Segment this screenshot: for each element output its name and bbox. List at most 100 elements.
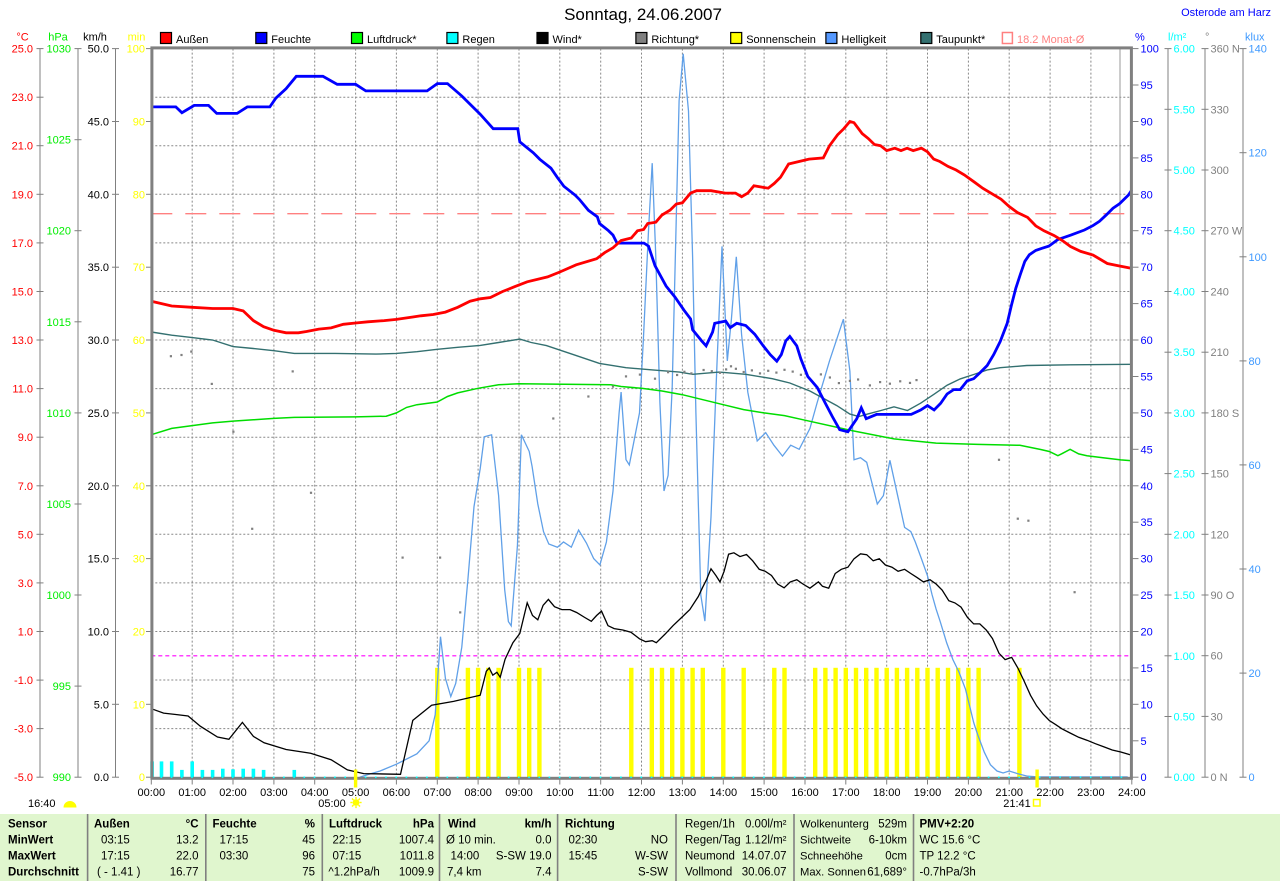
svg-text:5.50: 5.50: [1174, 104, 1195, 116]
svg-text:00:00: 00:00: [138, 787, 166, 799]
svg-text:45: 45: [1141, 444, 1153, 456]
svg-text:6-10km: 6-10km: [869, 835, 907, 847]
svg-text:11.0: 11.0: [12, 384, 33, 396]
svg-text:7.0: 7.0: [18, 481, 33, 493]
svg-text:Vollmond: Vollmond: [685, 867, 732, 879]
svg-text:PMV+2:20: PMV+2:20: [920, 819, 975, 831]
svg-text:°: °: [1205, 32, 1209, 44]
svg-text:1020: 1020: [47, 226, 71, 238]
svg-text:km/h: km/h: [83, 32, 107, 44]
svg-text:100: 100: [1141, 44, 1159, 56]
svg-text:1.00: 1.00: [1174, 651, 1195, 663]
svg-text:1015: 1015: [47, 317, 71, 329]
svg-text:01:00: 01:00: [178, 787, 206, 799]
svg-text:80: 80: [1141, 189, 1153, 201]
svg-text:14:00: 14:00: [710, 787, 738, 799]
svg-text:75: 75: [302, 867, 315, 879]
svg-text:60: 60: [1249, 460, 1261, 472]
svg-text:70: 70: [133, 262, 145, 274]
svg-text:1005: 1005: [47, 499, 71, 511]
svg-text:990: 990: [53, 772, 71, 784]
svg-text:20:00: 20:00: [955, 787, 983, 799]
svg-text:13.0: 13.0: [12, 335, 33, 347]
svg-text:1009.9: 1009.9: [399, 867, 434, 879]
svg-text:60: 60: [133, 335, 145, 347]
svg-text:50: 50: [1141, 408, 1153, 420]
svg-text:14:00: 14:00: [451, 851, 480, 863]
svg-text:75: 75: [1141, 226, 1153, 238]
svg-text:24:00: 24:00: [1118, 787, 1146, 799]
svg-text:Regen/Tag: Regen/Tag: [685, 835, 741, 847]
svg-text:50.0: 50.0: [88, 44, 109, 56]
svg-text:15:00: 15:00: [750, 787, 778, 799]
svg-text:80: 80: [1249, 356, 1261, 368]
svg-text:60: 60: [1211, 651, 1223, 663]
svg-text:80: 80: [133, 189, 145, 201]
svg-text:270 W: 270 W: [1211, 226, 1243, 238]
svg-text:Richtung: Richtung: [565, 819, 615, 831]
svg-text:Helligkeit: Helligkeit: [841, 34, 886, 46]
svg-text:-5.0: -5.0: [14, 772, 33, 784]
svg-text:MaxWert: MaxWert: [8, 851, 56, 863]
svg-text:330: 330: [1211, 104, 1229, 116]
svg-text:45.0: 45.0: [88, 117, 109, 129]
svg-text:120: 120: [1211, 529, 1229, 541]
svg-text:90: 90: [133, 117, 145, 129]
svg-text:5.0: 5.0: [18, 529, 33, 541]
svg-text:100: 100: [127, 44, 145, 56]
svg-text:4.50: 4.50: [1174, 226, 1195, 238]
svg-text:19.0: 19.0: [12, 189, 33, 201]
svg-text:05:00: 05:00: [318, 798, 346, 810]
svg-text:1010: 1010: [47, 408, 71, 420]
svg-text:W-SW: W-SW: [635, 851, 668, 863]
svg-text:0 N: 0 N: [1211, 772, 1228, 784]
svg-text:13.2: 13.2: [176, 835, 198, 847]
svg-text:40: 40: [133, 481, 145, 493]
svg-text:18.2 Monat-Ø: 18.2 Monat-Ø: [1017, 34, 1085, 46]
svg-text:18:00: 18:00: [873, 787, 901, 799]
svg-text:11:00: 11:00: [587, 787, 614, 799]
svg-text:Feuchte: Feuchte: [213, 819, 257, 831]
svg-text:96: 96: [302, 851, 315, 863]
svg-text:25.0: 25.0: [12, 44, 33, 56]
svg-text:35.0: 35.0: [88, 262, 109, 274]
svg-text:°C: °C: [186, 819, 199, 831]
svg-text:25.0: 25.0: [88, 408, 109, 420]
svg-text:50: 50: [133, 408, 145, 420]
svg-text:995: 995: [53, 681, 71, 693]
svg-text:21.0: 21.0: [12, 141, 33, 153]
svg-text:300: 300: [1211, 165, 1229, 177]
svg-text:17:15: 17:15: [101, 851, 130, 863]
svg-text:21:41: 21:41: [1003, 798, 1031, 810]
svg-text:20: 20: [133, 627, 145, 639]
svg-text:WC 15.6 °C: WC 15.6 °C: [920, 835, 981, 847]
svg-text:40.0: 40.0: [88, 189, 109, 201]
svg-text:16:00: 16:00: [791, 787, 819, 799]
svg-text:Osterode am Harz: Osterode am Harz: [1181, 7, 1271, 19]
svg-text:5.0: 5.0: [94, 699, 109, 711]
svg-text:0.00l/m²: 0.00l/m²: [745, 819, 787, 831]
svg-text:30: 30: [1211, 711, 1223, 723]
svg-text:3.0: 3.0: [18, 578, 33, 590]
svg-text:07:15: 07:15: [333, 851, 362, 863]
svg-text:22:15: 22:15: [333, 835, 362, 847]
svg-text:03:00: 03:00: [260, 787, 288, 799]
svg-text:Regen: Regen: [462, 34, 494, 46]
svg-text:1000: 1000: [47, 590, 71, 602]
svg-text:08:00: 08:00: [464, 787, 492, 799]
svg-text:360 N: 360 N: [1211, 44, 1240, 56]
svg-text:90: 90: [1141, 117, 1153, 129]
svg-text:Sonnenschein: Sonnenschein: [746, 34, 816, 46]
svg-text:529m: 529m: [878, 819, 907, 831]
svg-text:15.0: 15.0: [12, 287, 33, 299]
svg-text:%: %: [305, 819, 315, 831]
svg-text:22:00: 22:00: [1036, 787, 1064, 799]
svg-text:25: 25: [1141, 590, 1153, 602]
svg-text:l/m²: l/m²: [1168, 32, 1187, 44]
svg-text:-0.7hPa/3h: -0.7hPa/3h: [920, 867, 976, 879]
svg-text:03:30: 03:30: [220, 851, 249, 863]
svg-text:65: 65: [1141, 299, 1153, 311]
svg-text:7,4 km: 7,4 km: [447, 867, 482, 879]
svg-text:17:00: 17:00: [832, 787, 860, 799]
svg-text:1011.8: 1011.8: [400, 851, 434, 863]
